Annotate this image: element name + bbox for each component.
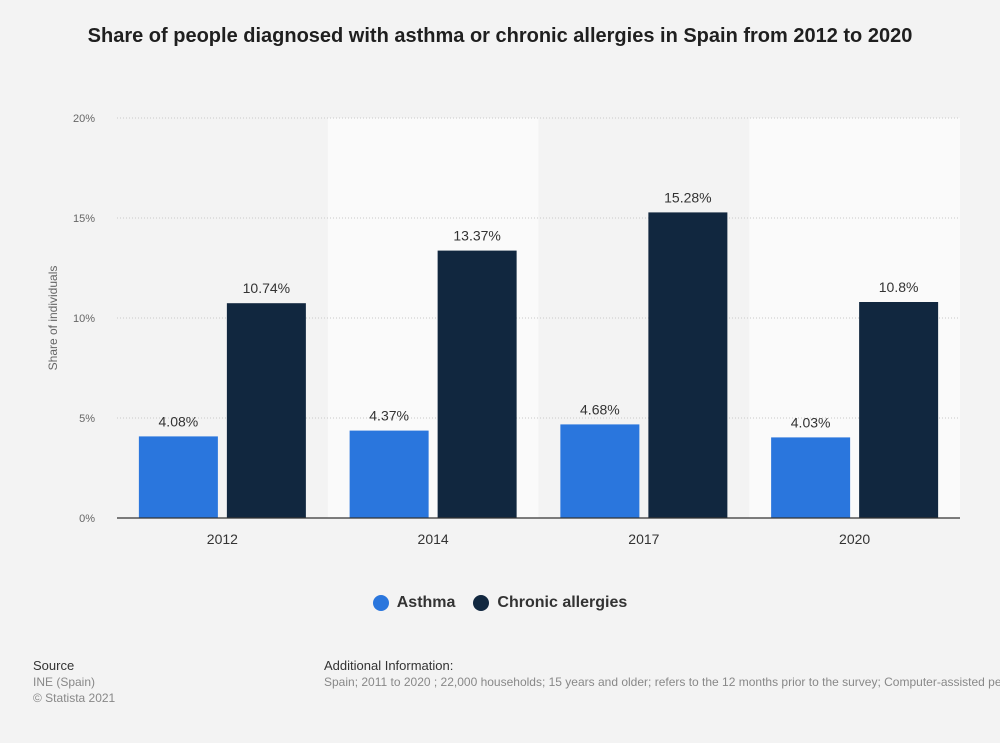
y-tick-label-15: 15% [73,213,95,225]
bar-asthma-2020 [771,437,851,518]
bar-chronic-allergies-2020 [859,302,939,518]
legend-item-asthma[interactable]: Asthma [372,594,456,612]
x-tick-label-2020: 2020 [839,531,870,547]
data-label-asthma-2012: 4.08% [159,413,199,429]
legend-label-asthma: Asthma [396,594,456,611]
data-label-asthma-2017: 4.68% [580,401,620,417]
y-tick-label-10: 10% [73,313,95,325]
data-label-chronic-allergies-2012: 10.74% [243,280,290,296]
source-block: Source INE (Spain) © Statista 2021 [33,658,115,706]
y-tick-label-5: 5% [79,413,95,425]
additional-info-block: Additional Information: Spain; 2011 to 2… [324,658,1000,690]
x-tick-label-2014: 2014 [418,531,449,547]
bar-chronic-allergies-2017 [648,212,728,518]
y-tick-label-20: 20% [73,113,95,125]
additional-info-text: Spain; 2011 to 2020 ; 22,000 households;… [324,675,1000,689]
data-label-chronic-allergies-2020: 10.8% [879,279,919,295]
bar-chronic-allergies-2014 [437,250,517,518]
y-axis-title: Share of individuals [46,266,60,371]
copyright[interactable]: © Statista 2021 [33,691,116,705]
source-heading: Source [33,658,75,673]
bar-asthma-2012 [138,436,218,518]
x-tick-label-2017: 2017 [628,531,659,547]
chart-title: Share of people diagnosed with asthma or… [87,25,913,47]
data-label-asthma-2014: 4.37% [369,408,409,424]
legend-swatch-asthma [372,595,389,611]
bar-chronic-allergies-2012 [226,303,306,518]
additional-info-heading: Additional Information: [324,658,454,673]
chart-legend: Asthma Chronic allergies [0,594,1000,612]
legend-item-chronic-allergies[interactable]: Chronic allergies [473,594,627,612]
legend-label-chronic-allergies: Chronic allergies [497,594,628,611]
legend-swatch-chronic-allergies [473,595,490,611]
data-label-asthma-2020: 4.03% [791,414,831,430]
bar-asthma-2017 [560,424,640,518]
data-label-chronic-allergies-2014: 13.37% [453,228,500,244]
y-tick-label-0: 0% [79,513,95,525]
source-name[interactable]: INE (Spain) [33,675,96,689]
bar-asthma-2014 [349,430,429,518]
x-tick-label-2012: 2012 [207,531,238,547]
data-label-chronic-allergies-2017: 15.28% [664,189,711,205]
